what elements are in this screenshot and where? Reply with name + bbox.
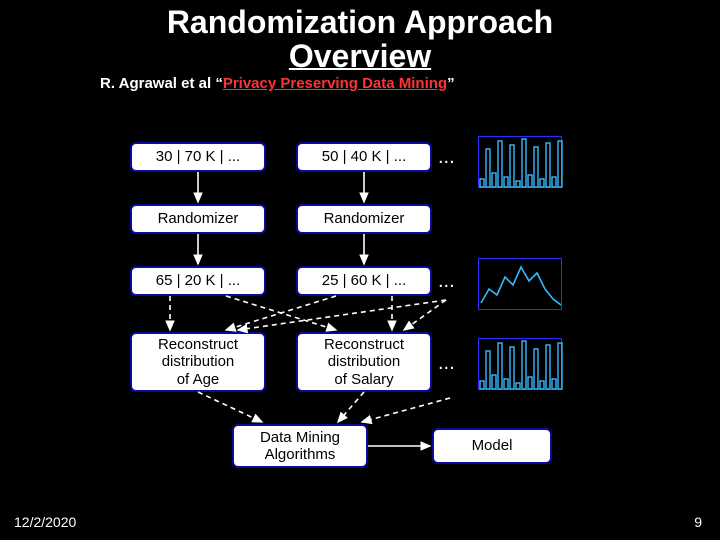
- footer-date: 12/2/2020: [14, 514, 76, 530]
- arrows-layer: [0, 0, 720, 540]
- footer-page-number: 9: [694, 514, 702, 530]
